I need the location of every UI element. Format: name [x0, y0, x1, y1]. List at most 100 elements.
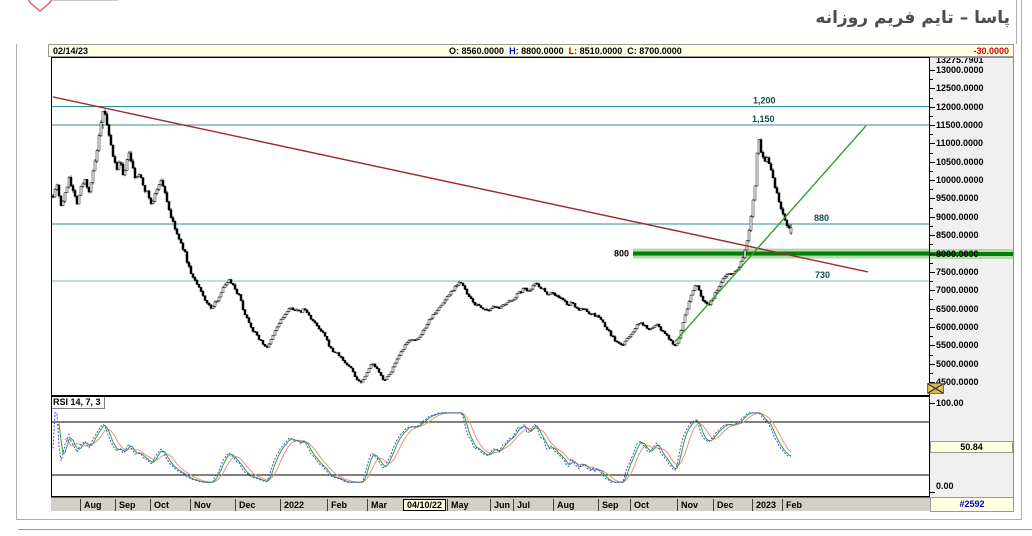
- month-tick-label[interactable]: Aug: [80, 499, 102, 511]
- price-tick-label: 10000.0000: [936, 175, 984, 186]
- date-marker-highlighted[interactable]: 04/10/22: [403, 499, 447, 511]
- month-tick-label[interactable]: 2022: [280, 499, 304, 511]
- heart-icon[interactable]: [26, 0, 54, 13]
- high-label: H:: [509, 46, 519, 56]
- scale-top-label: 13275.7901: [936, 57, 984, 65]
- price-tick-label: 11500.0000: [936, 120, 984, 131]
- ohlc-status-bar: 02/14/23 O: 8560.0000 H: 8800.0000 L: 85…: [48, 44, 1014, 57]
- price-tick-label: 11000.0000: [936, 138, 984, 149]
- chart-window: 02/14/23 O: 8560.0000 H: 8800.0000 L: 85…: [48, 44, 1014, 512]
- month-tick-label[interactable]: Oct: [630, 499, 649, 511]
- svg-text:1,150: 1,150: [752, 114, 775, 124]
- price-minor-tick: [930, 152, 933, 154]
- price-minor-tick: [930, 281, 933, 283]
- price-minor-tick: [930, 79, 933, 81]
- open-label: O:: [449, 46, 459, 56]
- month-tick-label[interactable]: Jul: [513, 499, 530, 511]
- price-minor-tick: [930, 354, 933, 356]
- close-label: C:: [627, 46, 637, 56]
- svg-text:1,200: 1,200: [753, 96, 776, 106]
- change-value: -30.0000: [973, 46, 1009, 56]
- month-tick-label[interactable]: Feb: [327, 499, 347, 511]
- price-minor-tick: [930, 226, 933, 228]
- rsi-axis[interactable]: 100.00 0.00 50.84: [930, 396, 1014, 497]
- price-tick: [930, 382, 935, 384]
- bar-count-badge: #2592: [930, 497, 1014, 512]
- price-tick: [930, 308, 935, 310]
- right-pane-splitter[interactable]: [1016, 0, 1017, 44]
- month-tick-label[interactable]: Feb: [782, 499, 802, 511]
- price-tick: [930, 271, 935, 273]
- window-border-bottom: [16, 519, 1022, 520]
- date-axis[interactable]: Aug Sep Oct Nov Dec 2022 Feb Mar 04/10/22 May Jun J…: [51, 497, 930, 512]
- top-divider-line: [52, 0, 118, 1]
- month-tick-label[interactable]: Sep: [115, 499, 136, 511]
- price-tick-label: 6000.0000: [936, 321, 979, 332]
- price-tick: [930, 70, 935, 71]
- price-tick-label: 9000.0000: [936, 211, 979, 222]
- price-minor-tick: [930, 207, 933, 209]
- rsi-tick: [930, 492, 935, 493]
- rsi-top-label: 100.00: [936, 398, 964, 408]
- price-minor-tick: [930, 189, 933, 191]
- rsi-panel[interactable]: RSI 14, 7, 3: [51, 396, 930, 497]
- price-chart-plot[interactable]: 1,200 1,150 880 730 800: [51, 57, 930, 396]
- month-tick-label[interactable]: Aug: [553, 499, 575, 511]
- price-tick: [930, 88, 935, 90]
- month-tick-label[interactable]: 2023: [752, 499, 776, 511]
- high-value: 8800.0000: [521, 46, 564, 56]
- price-tick-label: 5000.0000: [936, 358, 979, 369]
- price-tick-label: 7000.0000: [936, 285, 979, 296]
- price-minor-tick: [930, 134, 933, 136]
- month-tick-label[interactable]: Dec: [235, 499, 256, 511]
- month-tick-label[interactable]: Oct: [150, 499, 169, 511]
- price-tick-label: 4500.0000: [936, 377, 979, 388]
- rsi-indicator-label: RSI 14, 7, 3: [52, 397, 105, 409]
- low-value: 8510.0000: [579, 46, 623, 56]
- price-tick: [930, 235, 935, 237]
- price-tick: [930, 326, 935, 328]
- low-label: L:: [568, 46, 578, 56]
- cursor-date: 02/14/23: [53, 46, 89, 56]
- price-tick: [930, 363, 935, 365]
- month-tick-label[interactable]: Mar: [367, 499, 387, 511]
- price-tick: [930, 180, 935, 182]
- price-tick-label: 9500.0000: [936, 193, 979, 204]
- month-tick-label[interactable]: Nov: [677, 499, 698, 511]
- rsi-tick: [930, 403, 935, 404]
- axis-support-line: [930, 251, 1013, 256]
- price-tick-label: 13000.0000: [936, 65, 984, 75]
- rsi-bottom-label: 0.00: [936, 481, 954, 491]
- month-tick-label[interactable]: Dec: [713, 499, 734, 511]
- price-minor-tick: [930, 170, 933, 172]
- window-border-right: [1021, 0, 1022, 520]
- price-tick: [930, 106, 935, 108]
- price-tick-label: 7500.0000: [936, 266, 979, 277]
- price-tick-label: 12500.0000: [936, 83, 984, 94]
- close-value: 8700.0000: [639, 46, 682, 56]
- price-minor-tick: [930, 317, 933, 319]
- price-tick: [930, 161, 935, 163]
- month-tick-label[interactable]: May: [447, 499, 469, 511]
- price-tick-label: 12000.0000: [936, 101, 984, 112]
- price-minor-tick: [930, 262, 933, 264]
- price-axis[interactable]: 13275.7901 13000.0000 12500.0000 12000.0000…: [930, 57, 1014, 396]
- price-tick: [930, 290, 935, 292]
- svg-text:800: 800: [614, 249, 629, 259]
- price-tick-label: 8500.0000: [936, 230, 979, 241]
- outer-border-bottom: [18, 529, 1032, 530]
- month-tick-label[interactable]: Sep: [598, 499, 619, 511]
- rsi-last-value: 50.84: [930, 440, 1013, 453]
- price-chart-canvas: 1,200 1,150 880 730 800: [52, 96, 929, 384]
- page-title: پاسا – تایم فریم روزانه: [815, 8, 1010, 28]
- month-tick-label[interactable]: Jun: [490, 499, 510, 511]
- chart-tool-icon[interactable]: [927, 383, 944, 394]
- svg-text:880: 880: [814, 213, 829, 223]
- price-minor-tick: [930, 244, 933, 246]
- price-tick: [930, 143, 935, 145]
- price-tick: [930, 216, 935, 218]
- price-minor-tick: [930, 372, 933, 374]
- open-value: 8560.0000: [461, 46, 505, 56]
- price-tick: [930, 125, 935, 127]
- month-tick-label[interactable]: Nov: [190, 499, 211, 511]
